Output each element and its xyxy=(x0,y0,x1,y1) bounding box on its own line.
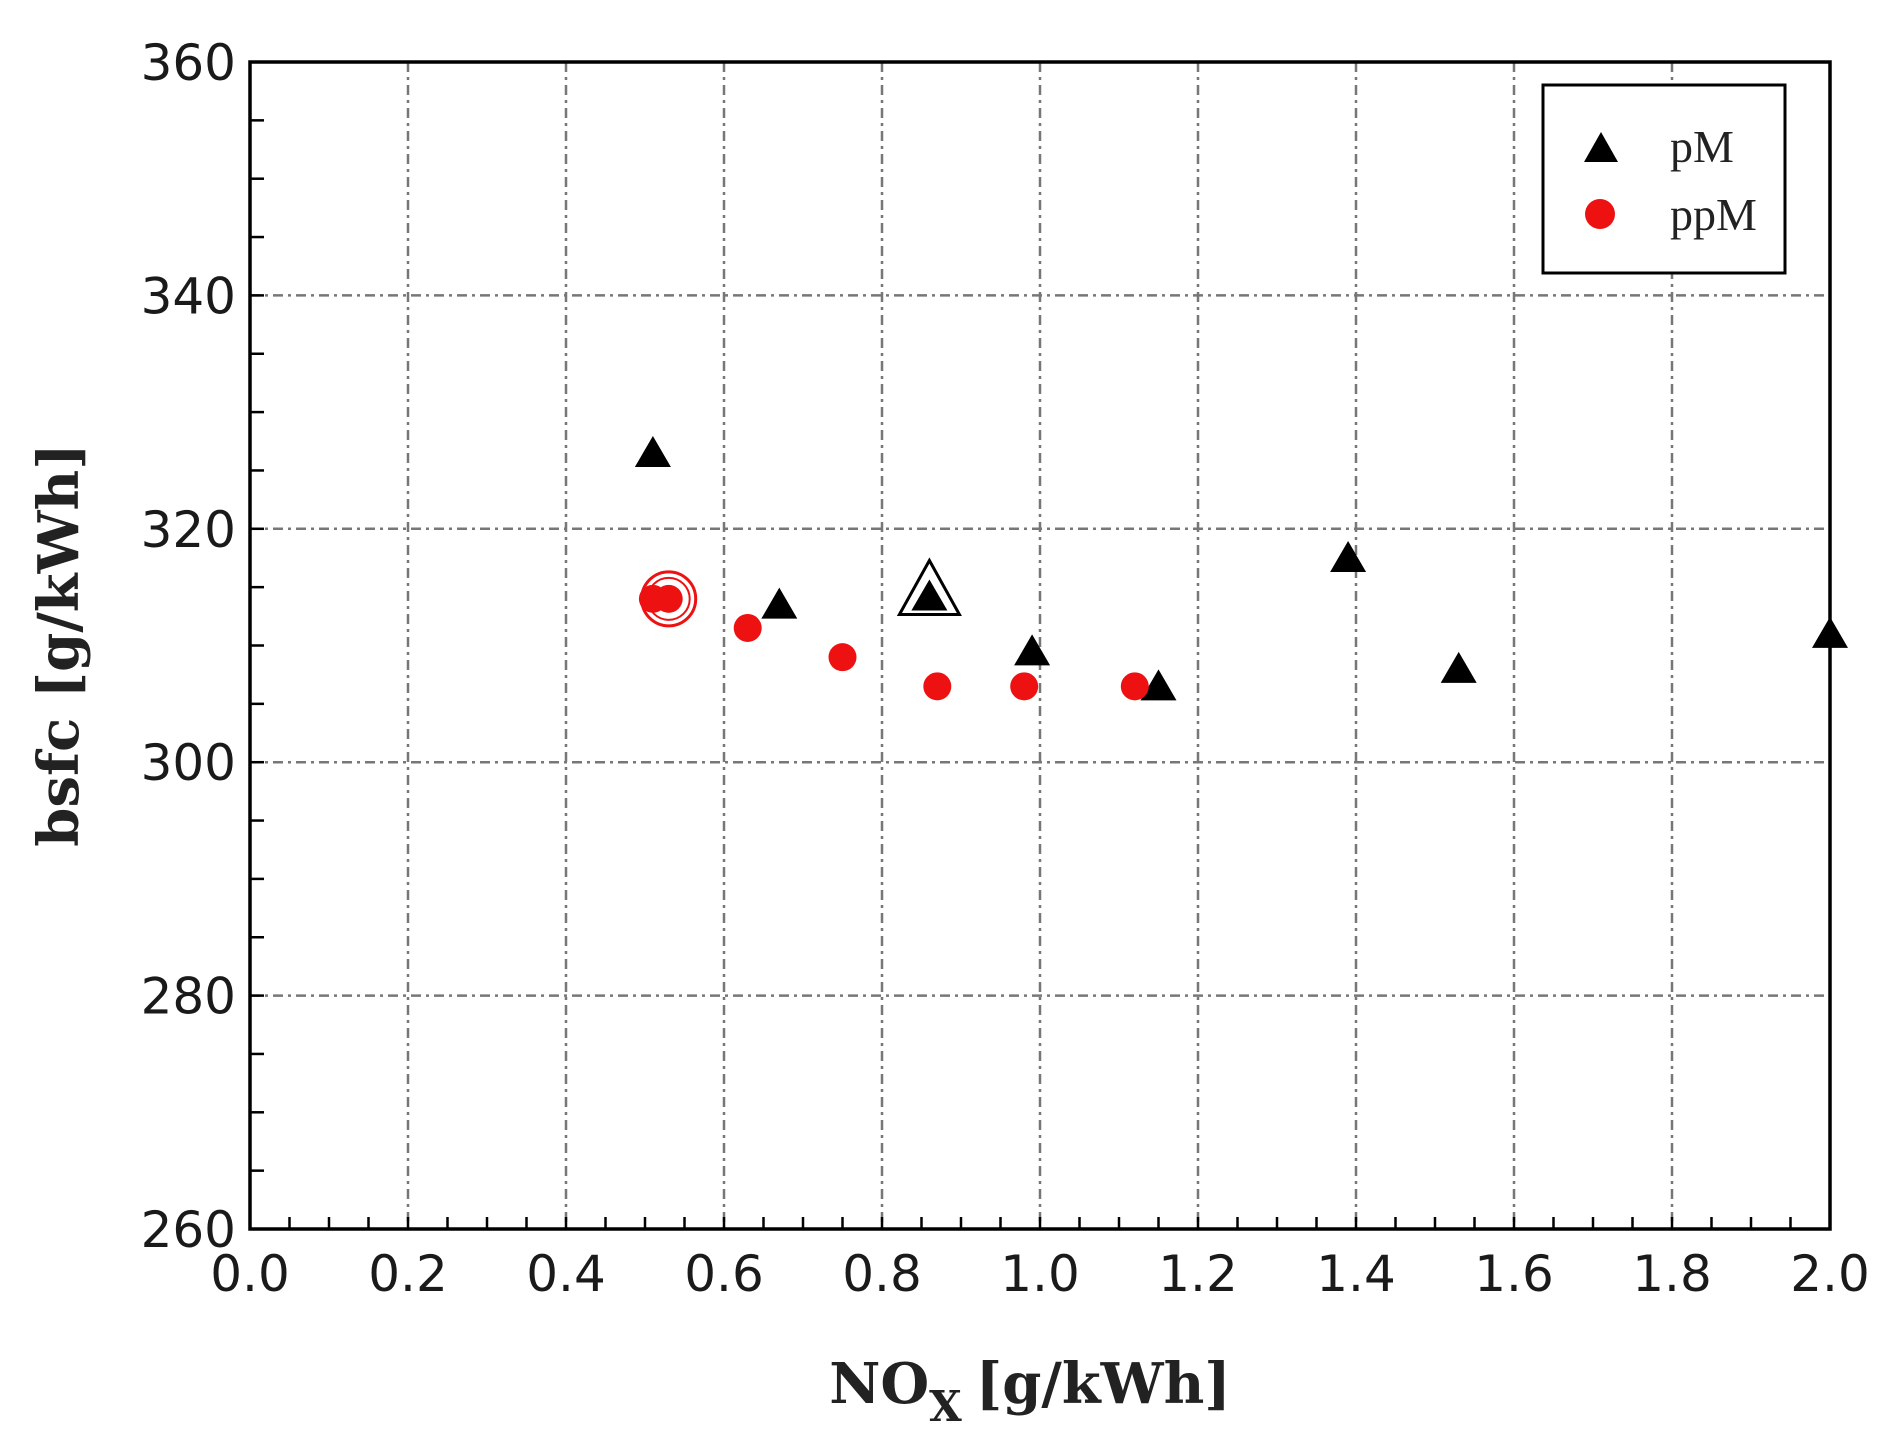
y-tick-label: 360 xyxy=(141,34,236,92)
x-tick-label: 1.6 xyxy=(1474,1245,1554,1303)
y-tick-label: 340 xyxy=(141,267,236,325)
x-tick-label: 0.4 xyxy=(526,1245,606,1303)
x-axis-title: NOX [g/kWh] xyxy=(829,1351,1231,1431)
x-tick-label: 0.6 xyxy=(684,1245,764,1303)
ppm-point xyxy=(828,643,857,672)
x-tick-label: 2.0 xyxy=(1790,1245,1870,1303)
plot-frame xyxy=(248,60,1832,1231)
y-axis-title: bsfc [g/kWh] xyxy=(26,443,92,846)
legend-circle-marker xyxy=(1585,199,1615,229)
highlight-circle-inner xyxy=(646,576,691,621)
x-tick-label: 0.8 xyxy=(842,1245,922,1303)
legend: pM ppM xyxy=(1541,83,1787,275)
pm-point xyxy=(1330,540,1367,572)
grid xyxy=(250,62,1830,1229)
legend-label-ppm: ppM xyxy=(1670,189,1757,240)
ppm-point xyxy=(923,672,952,701)
highlight-circle-outline xyxy=(640,570,698,628)
x-tick-label: 1.4 xyxy=(1316,1245,1396,1303)
pm-point xyxy=(1140,669,1177,701)
x-tick-label: 0.0 xyxy=(210,1245,290,1303)
x-tick-labels: 0.0 0.2 0.4 0.6 0.8 1.0 1.2 1.4 1.6 1.8 2.0 xyxy=(210,1245,1870,1303)
y-tick-label: 320 xyxy=(141,501,236,559)
x-tick-label: 0.2 xyxy=(368,1245,448,1303)
x-tick-label: 1.2 xyxy=(1158,1245,1238,1303)
ppm-point xyxy=(1010,672,1039,701)
x-tick-label: 1.0 xyxy=(1000,1245,1080,1303)
legend-triangle-marker xyxy=(1584,132,1618,162)
y-tick-labels: 260 280 300 320 340 360 xyxy=(141,34,236,1259)
ppm-point xyxy=(1120,672,1149,701)
ppm-point xyxy=(654,584,683,613)
pm-point xyxy=(761,587,798,619)
minor-ticks xyxy=(248,60,1832,1231)
y-tick-label: 260 xyxy=(141,1201,236,1259)
pm-point xyxy=(911,579,948,611)
pm-point xyxy=(634,435,671,467)
highlight-triangle-outline xyxy=(896,557,962,616)
ppm-point xyxy=(733,613,762,642)
y-tick-label: 280 xyxy=(141,968,236,1026)
legend-box xyxy=(1541,83,1787,275)
x-tick-label: 1.8 xyxy=(1632,1245,1712,1303)
legend-label-pm: pM xyxy=(1670,121,1734,172)
pm-point xyxy=(1440,651,1477,683)
data-points xyxy=(634,435,1848,701)
y-tick-label: 300 xyxy=(141,734,236,792)
pm-point xyxy=(1014,634,1051,666)
